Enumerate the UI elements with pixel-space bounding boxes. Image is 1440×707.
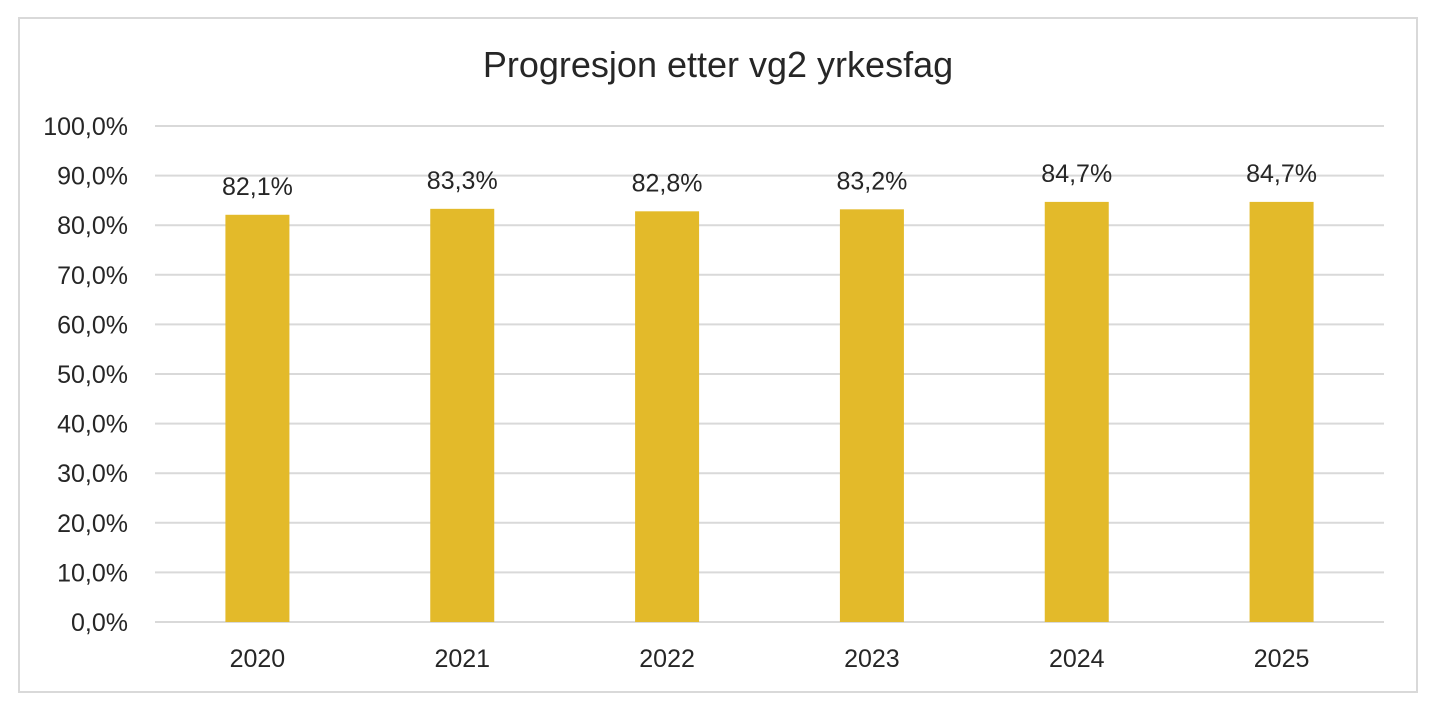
y-tick-label: 80,0%: [57, 212, 128, 240]
x-axis-ticks: 2020 2021 2022 2023 2024 2025: [230, 645, 1310, 673]
x-tick-label: 2025: [1254, 645, 1310, 673]
bar-2021: [430, 208, 495, 622]
y-tick-label: 40,0%: [57, 411, 128, 439]
chart-title: Progresjon etter vg2 yrkesfag: [483, 44, 953, 85]
y-tick-label: 90,0%: [57, 163, 128, 191]
data-label: 83,3%: [427, 167, 498, 195]
x-tick-label: 2023: [844, 645, 900, 673]
x-tick-label: 2022: [639, 645, 695, 673]
y-axis-ticks: 0,0% 10,0% 20,0% 30,0% 40,0% 50,0% 60,0% 70,0% 8…: [43, 113, 128, 637]
bar-2020: [225, 214, 290, 622]
x-tick-label: 2021: [434, 645, 490, 673]
data-label: 84,7%: [1041, 160, 1112, 188]
y-tick-label: 0,0%: [71, 609, 128, 637]
grid-lines: [155, 125, 1384, 623]
bar-2025: [1249, 201, 1314, 622]
data-label: 84,7%: [1246, 160, 1317, 188]
y-tick-label: 100,0%: [43, 113, 128, 141]
data-label: 82,1%: [222, 173, 293, 201]
data-labels: 82,1% 83,3% 82,8% 83,2% 84,7% 84,7%: [222, 160, 1317, 201]
bar-2023: [839, 209, 904, 622]
y-tick-label: 30,0%: [57, 460, 128, 488]
bars: [225, 201, 1314, 622]
bar-2024: [1044, 201, 1109, 622]
data-label: 83,2%: [836, 167, 907, 195]
data-label: 82,8%: [632, 169, 703, 197]
y-tick-label: 10,0%: [57, 559, 128, 587]
y-tick-label: 50,0%: [57, 361, 128, 389]
y-tick-label: 20,0%: [57, 510, 128, 538]
y-tick-label: 70,0%: [57, 262, 128, 290]
y-tick-label: 60,0%: [57, 311, 128, 339]
x-tick-label: 2020: [230, 645, 286, 673]
bar-2022: [635, 211, 700, 622]
x-tick-label: 2024: [1049, 645, 1105, 673]
